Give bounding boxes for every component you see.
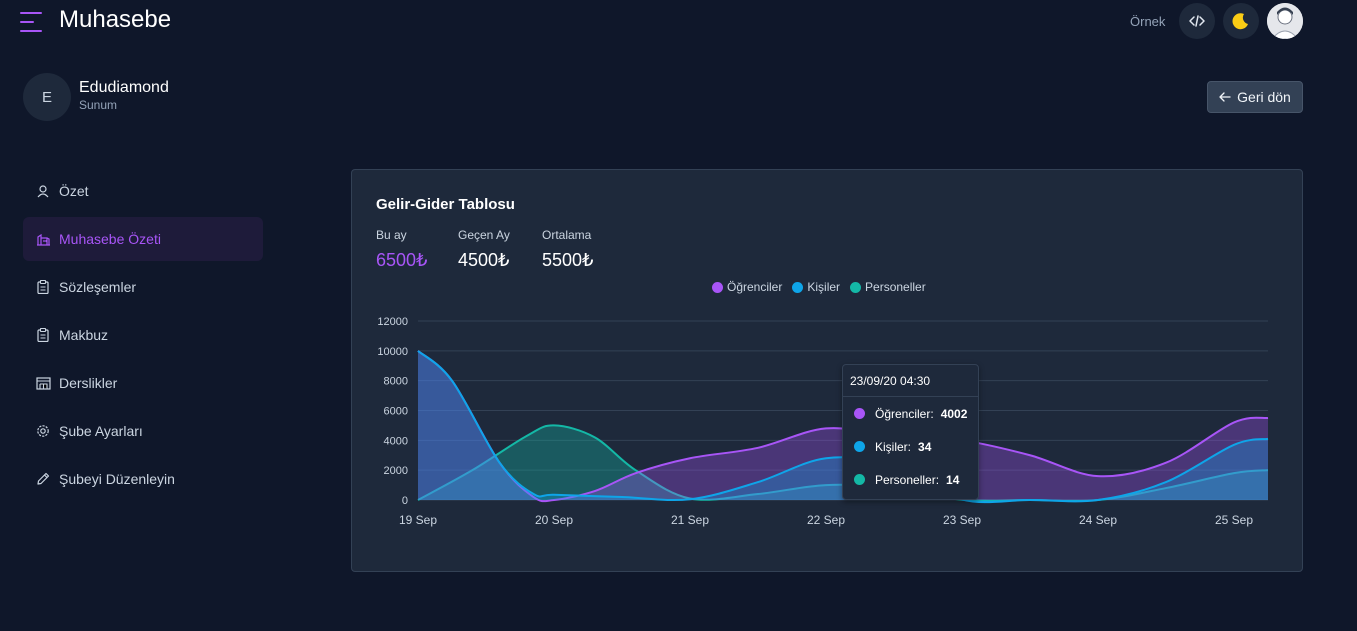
- x-tick-label: 21 Sep: [671, 513, 709, 527]
- sidebar-item-label: Şube Ayarları: [59, 423, 143, 439]
- chart-tooltip: 23/09/20 04:30 Öğrenciler: 4002 Kişiler:…: [842, 364, 979, 500]
- classroom-icon: [35, 375, 51, 391]
- sidebar-item-label: Sözleşemler: [59, 279, 137, 295]
- area-chart[interactable]: 0 2000 4000 6000 8000 10000 12000 19 Sep 20 Sep 2…: [352, 170, 1302, 571]
- profile-subtitle: Sunum: [79, 98, 118, 112]
- sidebar-item-makbuz[interactable]: Makbuz: [23, 313, 263, 357]
- chart-legend: Öğrenciler Kişiler Personeller: [712, 280, 926, 294]
- sidebar-item-subeyi-duzenleyin[interactable]: Şubeyi Düzenleyin: [23, 457, 263, 501]
- x-tick-label: 20 Sep: [535, 513, 573, 527]
- back-button[interactable]: Geri dön: [1207, 81, 1303, 113]
- code-button[interactable]: [1179, 3, 1215, 39]
- sidebar-item-ozet[interactable]: Özet: [23, 169, 263, 213]
- tooltip-row-personeller: Personeller: 14: [843, 463, 978, 496]
- sidebar-item-label: Makbuz: [59, 327, 109, 343]
- sidebar-item-muhasebe-ozeti[interactable]: Muhasebe Özeti: [23, 217, 263, 261]
- theme-toggle-button[interactable]: [1223, 3, 1259, 39]
- tooltip-series-value: 14: [946, 472, 960, 487]
- gear-icon: [35, 423, 51, 439]
- sidebar: Özet Muhasebe Özeti Sözleşemler Makbuz D…: [23, 169, 263, 505]
- sidebar-item-label: Derslikler: [59, 375, 118, 391]
- x-tick-label: 19 Sep: [399, 513, 437, 527]
- profile-name: Edudiamond: [79, 79, 169, 96]
- x-tick-label: 24 Sep: [1079, 513, 1117, 527]
- user-avatar[interactable]: [1267, 3, 1303, 39]
- income-expense-card: Gelir-Gider Tablosu Bu ay 6500₺ Geçen Ay…: [351, 169, 1303, 572]
- legend-item-ogrenciler[interactable]: Öğrenciler: [712, 280, 782, 294]
- tooltip-series-value: 4002: [940, 406, 968, 421]
- y-tick-label: 2000: [384, 465, 408, 477]
- stat-average: Ortalama 5500₺: [542, 228, 594, 271]
- y-tick-label: 0: [402, 495, 408, 507]
- tooltip-row-kisiler: Kişiler: 34: [843, 430, 978, 463]
- legend-dot: [712, 281, 723, 293]
- legend-dot: [792, 281, 804, 293]
- legend-label: Kişiler: [807, 280, 841, 294]
- sidebar-item-derslikler[interactable]: Derslikler: [23, 361, 263, 405]
- user-avatar-icon: [1267, 3, 1303, 39]
- clipboard-icon: [35, 327, 51, 343]
- tooltip-series-value: 34: [918, 439, 932, 454]
- top-bar: Muhasebe Örnek: [0, 0, 1357, 44]
- legend-item-personeller[interactable]: Personeller: [850, 280, 926, 294]
- stat-value: 5500₺: [542, 250, 594, 270]
- sidebar-item-sube-ayarlari[interactable]: Şube Ayarları: [23, 409, 263, 453]
- y-tick-label: 10000: [377, 346, 408, 358]
- area-personeller: [418, 425, 1268, 501]
- arrow-left-icon: [1219, 92, 1231, 102]
- legend-item-kisiler[interactable]: Kişiler: [792, 280, 840, 294]
- sidebar-item-sozlesemler[interactable]: Sözleşemler: [23, 265, 263, 309]
- tooltip-dot: [854, 474, 865, 485]
- line-personeller: [417, 424, 1269, 502]
- tooltip-row-ogrenciler: Öğrenciler: 4002: [843, 397, 978, 430]
- tooltip-title: 23/09/20 04:30: [843, 365, 978, 397]
- y-tick-label: 12000: [377, 316, 408, 328]
- pencil-icon: [35, 471, 51, 487]
- x-tick-label: 25 Sep: [1215, 513, 1253, 527]
- legend-label: Personeller: [865, 280, 926, 294]
- tooltip-series-name: Personeller:: [875, 472, 940, 487]
- line-renciler: [417, 350, 1269, 503]
- x-tick-label: 23 Sep: [943, 513, 981, 527]
- stat-last-month: Geçen Ay 4500₺: [458, 228, 510, 271]
- ornek-label[interactable]: Örnek: [1130, 14, 1166, 29]
- tooltip-series-name: Kişiler:: [875, 439, 912, 454]
- stat-label: Ortalama: [542, 228, 592, 242]
- y-tick-label: 8000: [384, 376, 408, 388]
- sidebar-item-label: Özet: [59, 183, 89, 199]
- x-tick-label: 22 Sep: [807, 513, 845, 527]
- card-title: Gelir-Gider Tablosu: [376, 196, 515, 213]
- stat-label: Bu ay: [376, 228, 407, 242]
- back-button-label: Geri dön: [1237, 89, 1291, 105]
- y-tick-label: 4000: [384, 435, 408, 447]
- legend-dot: [850, 281, 862, 293]
- stat-this-month: Bu ay 6500₺: [376, 228, 428, 271]
- stat-value: 6500₺: [376, 250, 428, 270]
- y-tick-label: 6000: [384, 406, 408, 418]
- tooltip-dot: [854, 408, 865, 419]
- clipboard-icon: [35, 279, 51, 295]
- sidebar-item-label: Şubeyi Düzenleyin: [59, 471, 175, 487]
- user-icon: [35, 183, 51, 199]
- tooltip-series-name: Öğrenciler:: [875, 406, 934, 421]
- tooltip-dot: [854, 441, 865, 452]
- stat-label: Geçen Ay: [458, 228, 510, 242]
- profile-avatar: E: [23, 73, 71, 121]
- building-icon: [35, 231, 51, 247]
- sidebar-item-label: Muhasebe Özeti: [59, 231, 161, 247]
- app-title: Muhasebe: [59, 6, 172, 33]
- hamburger-menu-icon[interactable]: [20, 12, 42, 32]
- legend-label: Öğrenciler: [727, 280, 783, 294]
- line-kiiler: [417, 350, 1269, 504]
- code-icon: [1189, 15, 1205, 27]
- moon-icon: [1232, 13, 1248, 30]
- stat-value: 4500₺: [458, 250, 510, 270]
